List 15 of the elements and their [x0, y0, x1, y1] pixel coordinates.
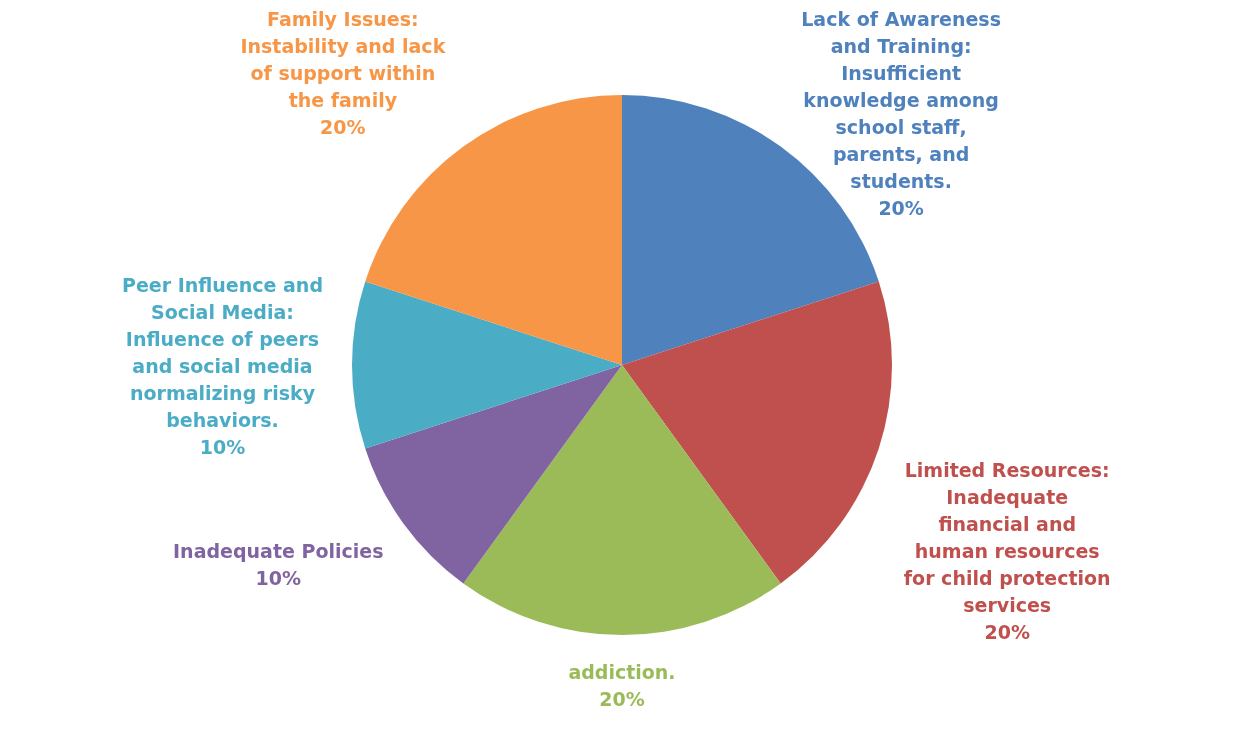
slice-label: addiction. [568, 660, 676, 683]
slice-label: Peer Influence and Social Media: Influence of peers and social media normalizing risky behaviors. [121, 274, 324, 432]
data-label: 20% [878, 196, 924, 219]
slice-label: Family Issues: Instability and lack of support within the family [240, 7, 446, 111]
pie-slice [622, 281, 892, 584]
slice-label: Inadequate Policies [173, 540, 384, 563]
data-label: 10% [255, 567, 302, 590]
pie-slice [352, 281, 622, 449]
slice-label: Limited Resources: Inadequate financial and human resources for child protection services [903, 458, 1111, 616]
data-label: 20% [984, 620, 1030, 643]
data-label: 20% [320, 115, 366, 138]
data-label: 10% [199, 436, 246, 459]
pie-slice [463, 365, 781, 635]
data-label: 20% [599, 687, 645, 710]
slice-label: Lack of Awareness and Training: Insufficient knowledge among school staff, parents, and students. [801, 7, 1002, 192]
